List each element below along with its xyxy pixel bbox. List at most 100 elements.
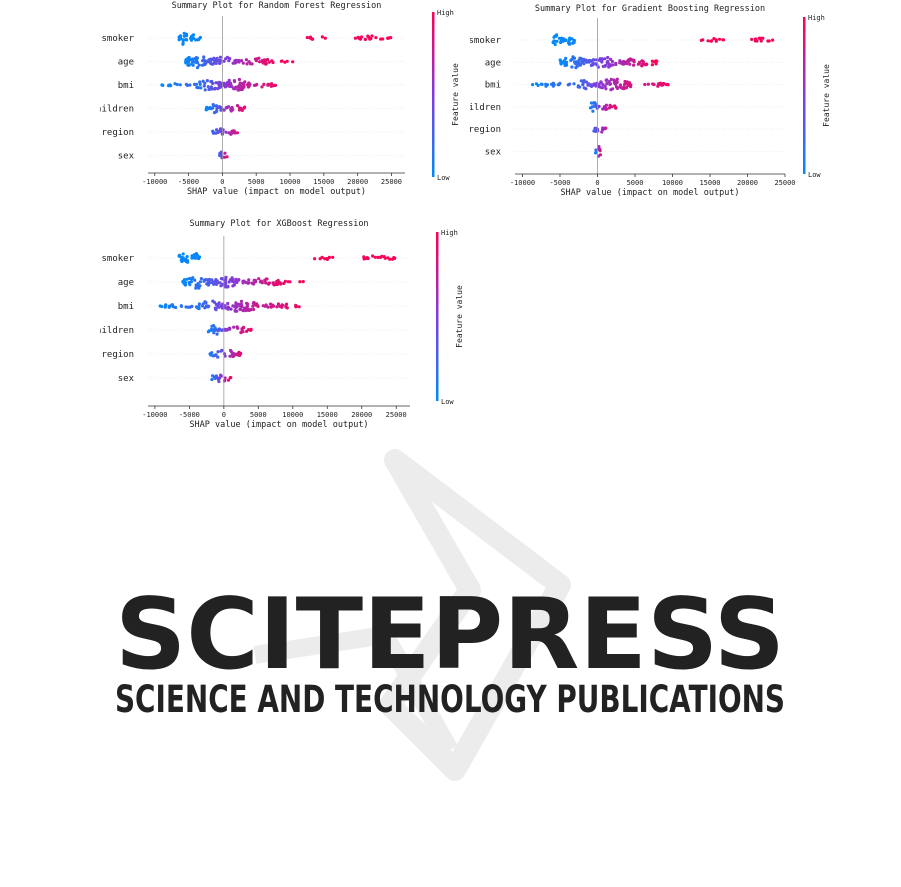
shap-point-smoker [191,33,196,37]
shap-point-age [264,281,268,285]
shap-point-age [591,58,595,62]
shap-point-age [645,62,649,66]
shap-point-smoker [560,39,564,43]
shap-point-bmi [243,306,247,310]
colorbar [436,232,439,401]
shap-point-bmi [627,81,631,85]
shap-point-age [224,57,228,61]
watermark-brand: SCITEPRESS [115,578,785,692]
shap-point-smoker [325,257,329,261]
shap-point-bmi [231,304,235,308]
shap-point-bmi [216,302,220,307]
shap-point-bmi [213,87,217,91]
shap-point-age [604,63,608,67]
shap-point-bmi [656,84,660,88]
shap-point-smoker [721,38,726,42]
shap-point-bmi [256,304,260,308]
watermark: SCITEPRESS SCIENCE AND TECHNOLOGY PUBLIC… [115,449,785,781]
shap-point-bmi [294,304,299,309]
shap-point-smoker [179,34,183,38]
shap-point-age [244,280,248,285]
shap-point-smoker [194,38,198,42]
shap-point-bmi [201,79,205,83]
shap-point-bmi [205,79,209,83]
x-tick-label: 5000 [250,411,267,419]
shap-point-smoker [757,36,761,40]
shap-point-sex [598,149,602,153]
feature-label-sex: sex [118,374,135,384]
shap-point-bmi [203,88,207,92]
shap-point-age [283,60,287,64]
shap-point-region [604,126,608,130]
shap-point-age [577,58,581,63]
shap-point-age [195,56,199,60]
shap-point-smoker [567,42,571,46]
shap-point-bmi [609,77,613,81]
shap-point-age [607,65,611,69]
x-tick-label: 5000 [248,178,265,186]
shap-point-bmi [587,82,591,86]
shap-point-smoker [181,41,185,45]
shap-point-age [191,276,195,280]
shap-point-bmi [593,82,598,87]
shap-point-region [232,352,236,356]
shap-point-bmi [241,309,245,313]
colorbar [803,17,806,174]
shap-point-bmi [212,300,216,304]
shap-point-region [601,126,605,130]
shap-point-region [238,353,242,357]
shap-point-smoker [766,39,770,43]
shap-point-smoker [374,36,378,40]
shap-point-bmi [534,82,539,86]
feature-label-sex: sex [118,152,135,162]
shap-point-bmi [207,87,211,92]
shap-point-age [188,276,192,281]
shap-point-region [209,353,213,357]
x-tick-label: 20000 [347,178,368,186]
shap-point-age [208,281,212,285]
shap-point-sex [594,151,598,155]
shap-point-bmi [276,302,280,306]
shap-point-sex [212,375,217,379]
shap-point-bmi [161,83,165,87]
shap-point-smoker [195,253,199,257]
shap-point-age [214,61,218,65]
chart-title: Summary Plot for XGBoost Regression [189,219,368,229]
shap-point-age [279,282,283,286]
shap-point-smoker [313,257,317,261]
shap-point-children [241,325,246,329]
shap-point-smoker [320,35,324,39]
x-tick-label: 15000 [317,411,338,419]
shap-point-smoker [305,35,309,40]
shap-point-smoker [185,255,189,259]
shap-point-age [591,61,595,65]
shap-point-region [211,354,216,358]
x-tick-label: -10000 [142,178,167,186]
shap-point-region [594,129,598,133]
shap-point-age [212,56,216,60]
shap-point-bmi [615,86,620,90]
shap-point-age [241,61,245,65]
shap-point-bmi [198,82,202,86]
shap-point-age [195,59,199,63]
shap-point-bmi [252,83,257,87]
x-tick-label: -5000 [549,179,570,187]
feature-label-age: age [118,278,134,288]
shap-point-bmi [598,85,603,89]
shap-point-bmi [251,304,255,308]
feature-label-smoker: smoker [101,34,134,44]
shap-point-smoker [320,255,324,259]
shap-point-age [632,63,636,67]
feature-label-sex: sex [485,148,502,158]
shap-point-smoker [353,36,357,40]
shap-point-children [601,107,605,111]
shap-point-children [216,329,220,333]
shap-point-region [600,130,604,134]
shap-point-bmi [164,303,168,307]
feature-label-region: region [101,350,134,360]
colorbar-high-label: High [441,229,458,237]
feature-label-age: age [485,58,501,68]
shap-point-bmi [240,82,245,86]
shap-point-smoker [379,37,383,41]
shap-point-age [569,58,573,63]
